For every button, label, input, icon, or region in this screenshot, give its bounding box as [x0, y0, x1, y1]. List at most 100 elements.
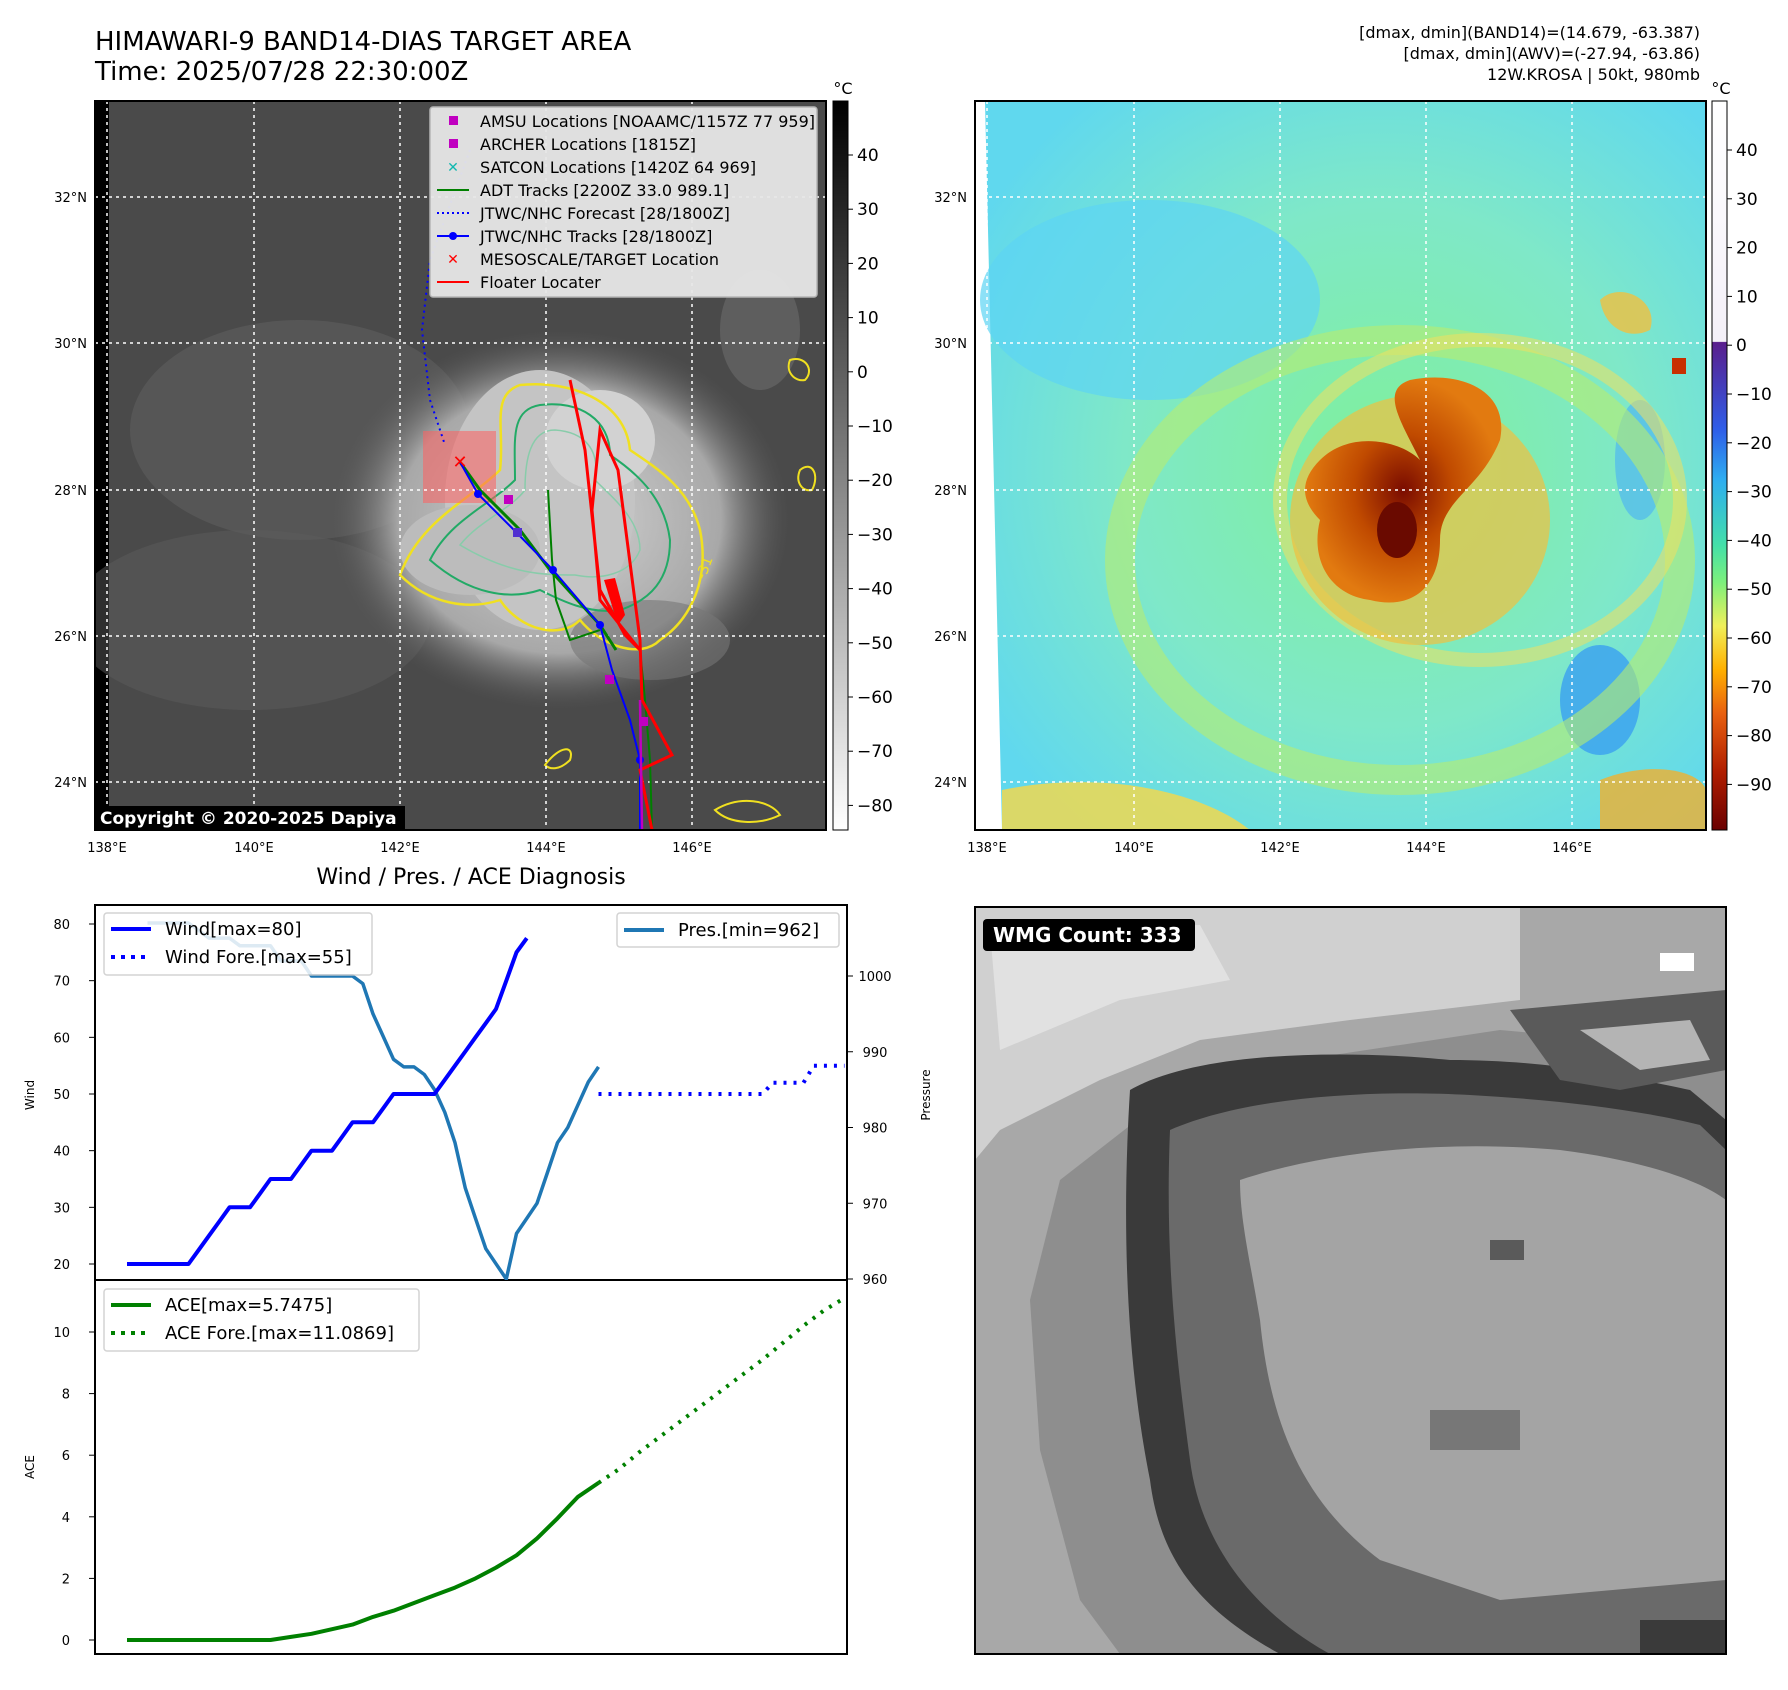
ir-colorbar-label: −20 [857, 471, 893, 491]
ir-lon-label: 146°E [672, 841, 712, 856]
awv-lon-label: 142°E [1260, 841, 1300, 856]
wind-axis-label: Wind [23, 1080, 37, 1110]
pressure-ytick-label: 980 [863, 1122, 888, 1137]
wmg-panel: WMG Count: 333 [974, 906, 1727, 1655]
awv-lon-label: 144°E [1406, 841, 1446, 856]
ace-axis-label: ACE [23, 1455, 37, 1479]
ir-colorbar-label: −80 [857, 796, 893, 816]
awv-colorbar-label: −70 [1736, 678, 1772, 698]
ace-ytick-label: 4 [62, 1511, 70, 1526]
awv-colorbar-label: −40 [1736, 531, 1772, 551]
pressure-ytick-label: 1000 [858, 970, 891, 985]
ace-ytick-label: 2 [62, 1572, 70, 1587]
ace-forecast-line [597, 1296, 846, 1485]
svg-text:✕: ✕ [452, 452, 467, 473]
legend-jtwc-forecast: JTWC/NHC Forecast [28/1800Z] [479, 204, 730, 223]
awv-lat-label: 26°N [934, 630, 967, 645]
ir-colorbar-label: −60 [857, 688, 893, 708]
awv-lat-label: 32°N [934, 191, 967, 206]
ace-line [127, 1481, 600, 1642]
awv-lon-label: 140°E [1114, 841, 1154, 856]
awv-lat-label: 24°N [934, 776, 967, 791]
wind-ytick-label: 50 [53, 1088, 70, 1103]
wind-ytick-label: 60 [53, 1031, 70, 1046]
ir-lon-label: 142°E [380, 841, 420, 856]
wind-ytick-label: 70 [53, 975, 70, 990]
awv-lat-label: 28°N [934, 484, 967, 499]
wind-ytick-label: 80 [53, 918, 70, 933]
awv-colorbar-label: 20 [1736, 239, 1758, 259]
ir-colorbar [832, 100, 849, 831]
info-band14: [dmax, dmin](BAND14)=(14.679, -63.387) [1359, 23, 1700, 42]
wind-ytick-label: 20 [53, 1258, 70, 1273]
legend-floater: Floater Locater [480, 273, 601, 292]
awv-lat-label: 30°N [934, 337, 967, 352]
wind-forecast-line [598, 1063, 845, 1096]
awv-colorbar [1711, 100, 1728, 831]
ir-colorbar-label: −10 [857, 417, 893, 437]
copyright: Copyright © 2020-2025 Dapiya [100, 809, 397, 829]
ir-lat-label: 28°N [54, 484, 87, 499]
ir-colorbar-label: 10 [857, 309, 879, 329]
legend-archer: ARCHER Locations [1815Z] [480, 135, 696, 154]
ace-legend: ACE[max=5.7475] ACE Fore.[max=11.0869] [103, 1288, 420, 1352]
ace-ytick-label: 10 [53, 1326, 70, 1341]
wind-line [127, 937, 529, 1266]
awv-colorbar-label: −30 [1736, 483, 1772, 503]
pressure-ytick-label: 970 [863, 1197, 888, 1212]
map-legend: AMSU Locations [NOAAMC/1157Z 77 959] ARC… [429, 106, 818, 298]
awv-map-panel: °C 403020100−10−20−30−40−50−60−70−80−90 … [934, 79, 1772, 856]
ir-colorbar-label: −70 [857, 742, 893, 762]
ir-colorbar-label: −40 [857, 580, 893, 600]
pressure-ytick-label: 960 [863, 1273, 888, 1288]
ir-colorbar-unit: °C [833, 79, 852, 98]
awv-colorbar-label: −50 [1736, 580, 1772, 600]
ir-colorbar-label: −30 [857, 525, 893, 545]
info-storm: 12W.KROSA | 50kt, 980mb [1487, 65, 1700, 84]
legend-amsu: AMSU Locations [NOAAMC/1157Z 77 959] [480, 112, 815, 131]
ir-lon-label: 140°E [234, 841, 274, 856]
wind-ytick-label: 30 [53, 1201, 70, 1216]
pressure-legend: Pres.[min=962] [616, 912, 840, 948]
svg-text:✕: ✕ [447, 252, 459, 268]
ir-colorbar-label: 20 [857, 254, 879, 274]
ir-lon-label: 138°E [87, 841, 127, 856]
legend-wind-fore: Wind Fore.[max=55] [165, 947, 352, 968]
contour-label: -31 [694, 554, 717, 581]
ir-colorbar-label: −50 [857, 634, 893, 654]
awv-colorbar-label: 0 [1736, 336, 1747, 356]
ir-lat-label: 32°N [54, 191, 87, 206]
info-awv: [dmax, dmin](AWV)=(-27.94, -63.86) [1403, 44, 1700, 63]
awv-colorbar-label: −10 [1736, 385, 1772, 405]
legend-satcon: SATCON Locations [1420Z 64 969] [480, 158, 756, 177]
wind-ytick-label: 40 [53, 1145, 70, 1160]
legend-target: MESOSCALE/TARGET Location [480, 250, 719, 269]
legend-adt: ADT Tracks [2200Z 33.0 989.1] [480, 181, 729, 200]
diagnosis-title: Wind / Pres. / ACE Diagnosis [316, 865, 625, 890]
awv-colorbar-label: −20 [1736, 434, 1772, 454]
ace-ytick-label: 0 [62, 1634, 70, 1649]
figure-title: HIMAWARI-9 BAND14-DIAS TARGET AREA [95, 27, 632, 57]
figure-time: Time: 2025/07/28 22:30:00Z [94, 57, 468, 87]
awv-colorbar-label: 30 [1736, 190, 1758, 210]
ir-lat-label: 24°N [54, 776, 87, 791]
ir-lat-label: 30°N [54, 337, 87, 352]
legend-pres: Pres.[min=962] [678, 920, 819, 941]
ir-colorbar-label: 0 [857, 363, 868, 383]
ir-lon-label: 144°E [526, 841, 566, 856]
pressure-ytick-label: 990 [863, 1046, 888, 1061]
awv-colorbar-label: 10 [1736, 287, 1758, 307]
wind-legend: Wind[max=80] Wind Fore.[max=55] [103, 912, 373, 976]
awv-colorbar-label: −90 [1736, 775, 1772, 795]
legend-ace: ACE[max=5.7475] [165, 1295, 332, 1316]
ace-ytick-label: 8 [62, 1388, 70, 1403]
ir-colorbar-label: 40 [857, 146, 879, 166]
awv-colorbar-label: −60 [1736, 629, 1772, 649]
ace-ytick-label: 6 [62, 1449, 70, 1464]
awv-colorbar-unit: °C [1711, 79, 1730, 98]
diagnosis-chart: Wind / Pres. / ACE Diagnosis 20304050607… [23, 865, 933, 1655]
awv-colorbar-label: −80 [1736, 727, 1772, 747]
awv-lon-label: 146°E [1552, 841, 1592, 856]
wmg-count: WMG Count: 333 [993, 923, 1182, 947]
